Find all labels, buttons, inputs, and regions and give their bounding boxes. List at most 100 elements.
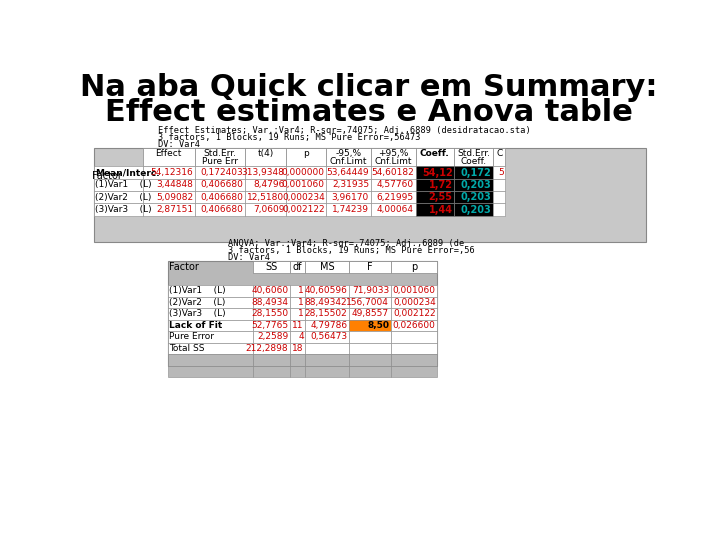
Text: ANOVA; Var.:Var4; R-sqr=,74075; Adj.,6889 (de: ANOVA; Var.:Var4; R-sqr=,74075; Adj.,688… — [228, 239, 464, 248]
Bar — [168, 261, 437, 366]
Bar — [305, 366, 349, 377]
Text: 12,5180: 12,5180 — [248, 193, 284, 202]
Text: 0,001060: 0,001060 — [392, 286, 436, 295]
Bar — [253, 261, 290, 273]
Text: 11: 11 — [292, 321, 304, 330]
Bar — [194, 166, 245, 179]
Bar — [253, 343, 290, 354]
Text: (1)Var1    (L): (1)Var1 (L) — [96, 180, 152, 190]
Bar — [326, 179, 371, 191]
Bar — [253, 285, 290, 296]
Bar — [286, 166, 326, 179]
Text: 88,49342: 88,49342 — [305, 298, 347, 307]
Bar — [415, 148, 454, 166]
Bar — [391, 261, 437, 273]
Bar — [349, 366, 391, 377]
Bar — [305, 261, 349, 273]
Text: 1: 1 — [298, 286, 304, 295]
Bar — [168, 285, 253, 296]
Text: 4,00064: 4,00064 — [377, 205, 414, 214]
Text: (1)Var1    (L): (1)Var1 (L) — [169, 286, 225, 295]
Bar — [143, 179, 194, 191]
Bar — [326, 148, 371, 166]
Bar — [415, 191, 454, 204]
Text: Coeff.: Coeff. — [461, 157, 487, 166]
Bar — [391, 343, 437, 354]
Bar — [349, 285, 391, 296]
Bar — [290, 331, 305, 343]
Bar — [349, 308, 391, 320]
Text: +95,%: +95,% — [378, 150, 408, 158]
Text: t(4): t(4) — [258, 150, 274, 158]
Text: Factor: Factor — [169, 262, 199, 272]
Text: Pure Err: Pure Err — [202, 157, 238, 166]
Text: -95,%: -95,% — [336, 150, 361, 158]
Bar — [493, 204, 505, 215]
Bar — [286, 204, 326, 215]
Text: (3)Var3    (L): (3)Var3 (L) — [96, 205, 152, 214]
Text: 4,79786: 4,79786 — [310, 321, 347, 330]
Text: Cnf.Limt: Cnf.Limt — [330, 157, 367, 166]
Text: 1: 1 — [298, 298, 304, 307]
Text: 0,203: 0,203 — [461, 205, 492, 214]
Text: Std.Err.: Std.Err. — [203, 150, 236, 158]
Text: 4: 4 — [298, 333, 304, 341]
Bar — [349, 261, 391, 273]
Text: F: F — [367, 262, 372, 272]
Text: 0,000234: 0,000234 — [393, 298, 436, 307]
Bar — [305, 285, 349, 296]
Bar — [94, 148, 647, 242]
Text: Na aba Quick clicar em Summary:: Na aba Quick clicar em Summary: — [80, 73, 658, 103]
Bar — [290, 285, 305, 296]
Bar — [168, 331, 253, 343]
Bar — [168, 366, 253, 377]
Bar — [168, 296, 253, 308]
Bar — [143, 204, 194, 215]
Text: 0,406680: 0,406680 — [201, 193, 243, 202]
Bar — [143, 148, 194, 166]
Bar — [245, 179, 286, 191]
Bar — [194, 148, 245, 166]
Bar — [305, 296, 349, 308]
Bar — [454, 179, 493, 191]
Text: DV: Var4: DV: Var4 — [158, 140, 200, 149]
Bar — [253, 366, 290, 377]
Text: 0,406680: 0,406680 — [201, 180, 243, 190]
Bar — [454, 166, 493, 179]
Text: 5,09082: 5,09082 — [156, 193, 193, 202]
Text: Factor: Factor — [92, 171, 122, 181]
Text: 52,7765: 52,7765 — [251, 321, 289, 330]
Bar — [493, 191, 505, 204]
Bar — [305, 354, 349, 366]
Text: 212,2898: 212,2898 — [246, 344, 289, 353]
Bar — [391, 354, 437, 366]
Bar — [286, 179, 326, 191]
Text: Pure Error: Pure Error — [169, 333, 214, 341]
Text: 7,0609: 7,0609 — [253, 205, 284, 214]
Bar — [326, 204, 371, 215]
Text: 5: 5 — [498, 168, 504, 177]
Bar — [349, 343, 391, 354]
Text: 54,12316: 54,12316 — [150, 168, 193, 177]
Bar — [94, 166, 143, 179]
Text: 54,12: 54,12 — [422, 167, 453, 178]
Text: MS: MS — [320, 262, 335, 272]
Bar — [415, 204, 454, 215]
Text: 0,000000: 0,000000 — [282, 168, 325, 177]
Bar — [391, 308, 437, 320]
Text: p: p — [411, 262, 417, 272]
Bar — [493, 148, 505, 166]
Bar — [168, 320, 253, 331]
Text: 0,172403: 0,172403 — [201, 168, 243, 177]
Text: (2)Var2    (L): (2)Var2 (L) — [169, 298, 225, 307]
Bar — [371, 179, 415, 191]
Bar — [143, 166, 194, 179]
Text: 28,15502: 28,15502 — [305, 309, 347, 319]
Bar — [253, 331, 290, 343]
Text: (3)Var3    (L): (3)Var3 (L) — [169, 309, 225, 319]
Text: Effect estimates e Anova table: Effect estimates e Anova table — [105, 98, 633, 127]
Text: 3,96170: 3,96170 — [332, 193, 369, 202]
Text: 2,31935: 2,31935 — [332, 180, 369, 190]
Text: 3,44848: 3,44848 — [156, 180, 193, 190]
Text: 3 factors, 1 Blocks, 19 Runs; MS Pure Error=,56: 3 factors, 1 Blocks, 19 Runs; MS Pure Er… — [228, 246, 474, 255]
